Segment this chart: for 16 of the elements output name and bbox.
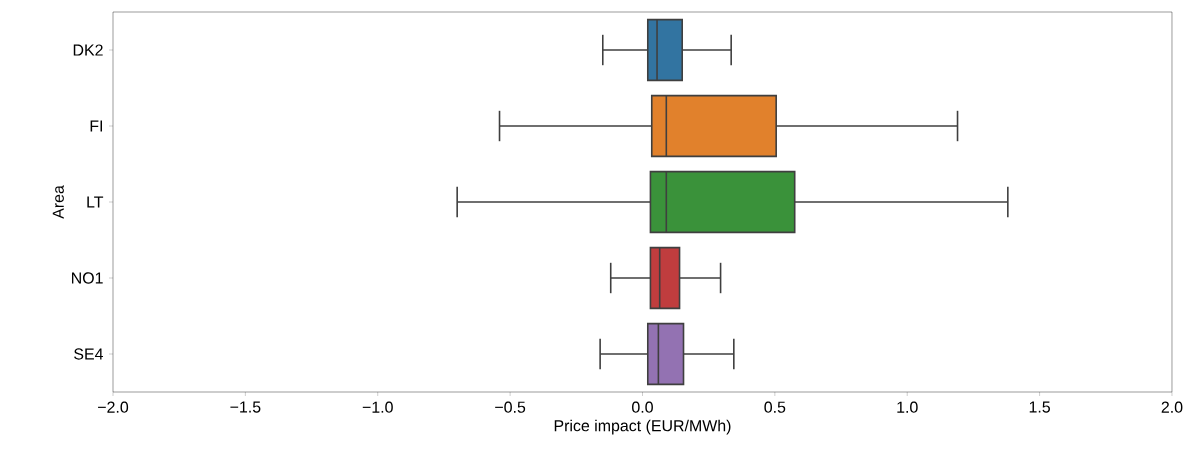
x-tick-label: −1.0 bbox=[362, 401, 393, 413]
x-tick-label: −2.0 bbox=[98, 401, 129, 413]
x-tick-label: −1.5 bbox=[230, 401, 261, 413]
x-tick-label: −0.5 bbox=[495, 401, 526, 413]
y-tick-label: NO1 bbox=[72, 272, 103, 284]
x-tick-label: 0.5 bbox=[764, 401, 786, 413]
y-tick-label: FI bbox=[90, 120, 103, 132]
y-tick-label: DK2 bbox=[73, 44, 103, 56]
x-tick-label: 1.5 bbox=[1029, 401, 1050, 413]
y-tick-label: SE4 bbox=[74, 348, 104, 360]
x-tick-label: 1.0 bbox=[897, 401, 918, 413]
y-tick-label: LT bbox=[87, 196, 104, 208]
x-axis-title: Price impact (EUR/MWh) bbox=[554, 419, 731, 435]
y-axis-title: Area bbox=[52, 185, 64, 219]
x-tick-label: 0.0 bbox=[632, 401, 653, 413]
x-tick-label: 2.0 bbox=[1161, 401, 1183, 413]
